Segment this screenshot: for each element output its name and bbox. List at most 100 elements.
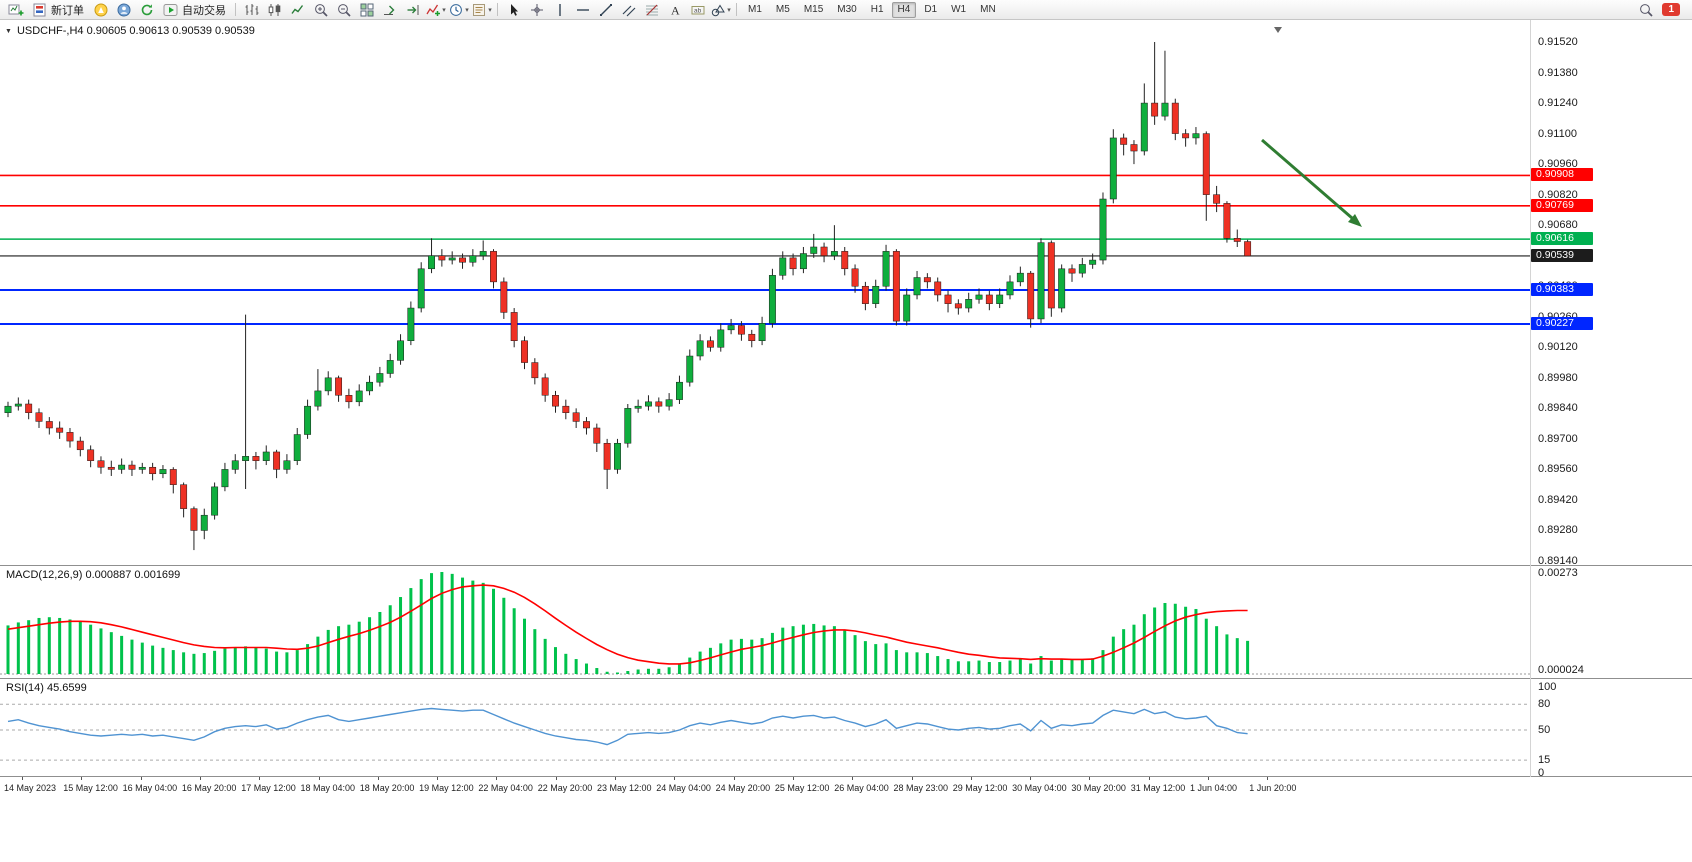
trend-arrow[interactable]: [1261, 138, 1362, 227]
timeframe-h4-button[interactable]: H4: [891, 1, 917, 18]
price-chart-canvas[interactable]: [0, 20, 1530, 565]
macd-histogram-bar: [1246, 640, 1250, 674]
macd-histogram-bar: [874, 644, 878, 674]
macd-histogram-bar: [419, 579, 423, 674]
candle-chart-mode-icon[interactable]: [263, 1, 286, 18]
horizontal-line-icon[interactable]: [571, 1, 594, 18]
macd-histogram-bar: [481, 582, 485, 674]
candle: [861, 281, 869, 311]
macd-histogram-bar: [254, 647, 258, 674]
templates-icon[interactable]: ▾: [470, 1, 493, 18]
candle: [35, 408, 43, 428]
cursor-icon[interactable]: [502, 1, 525, 18]
macd-histogram-bar: [719, 643, 723, 674]
timeframe-m5-button[interactable]: M5: [775, 3, 790, 15]
rsi-axis-tick: 80: [1538, 698, 1551, 711]
trendline-icon[interactable]: [594, 1, 617, 18]
timeframe-m15-button[interactable]: M15: [803, 3, 824, 15]
candle: [934, 277, 942, 302]
periods-icon[interactable]: ▾: [447, 1, 470, 18]
macd-axis-max: 0.00273: [1538, 567, 1578, 579]
profile-icon[interactable]: [112, 1, 135, 18]
main-chart-panel[interactable]: ▼ USDCHF-,H4 0.90605 0.90613 0.90539 0.9…: [0, 20, 1692, 567]
macd-histogram-bar: [1049, 660, 1053, 674]
macd-histogram-bar: [863, 641, 867, 674]
time-label: 22 May 20:00: [537, 783, 593, 793]
macd-histogram-bar: [1204, 618, 1208, 674]
timeframe-w1-button[interactable]: W1: [951, 3, 967, 15]
text-icon[interactable]: A: [663, 1, 686, 18]
fibonacci-icon[interactable]: [640, 1, 663, 18]
candle: [820, 242, 828, 263]
time-label: 18 May 20:00: [359, 783, 415, 793]
candle: [872, 279, 880, 309]
timeframe-d1-button[interactable]: D1: [924, 3, 938, 15]
search-icon[interactable]: [1634, 1, 1657, 18]
candle: [324, 371, 332, 396]
candle: [624, 403, 632, 448]
notifications-badge[interactable]: 1: [1662, 3, 1680, 16]
macd-histogram-bar: [6, 625, 10, 674]
timeframe-h1-button[interactable]: H1: [870, 3, 884, 15]
time-tick: [377, 777, 379, 780]
time-label: 30 May 20:00: [1071, 783, 1126, 793]
bar-chart-mode-icon[interactable]: [240, 1, 263, 18]
time-tick: [259, 777, 261, 780]
rsi-panel[interactable]: RSI(14) 45.6599 100 80 50 15 0: [0, 679, 1692, 779]
arrows-shapes-icon[interactable]: ▾: [709, 1, 732, 18]
macd-histogram-bar: [595, 668, 599, 674]
candle: [1058, 264, 1066, 313]
toolbar-separator: [497, 3, 498, 16]
refresh-icon[interactable]: [135, 1, 158, 18]
macd-histogram-bar: [1153, 607, 1157, 674]
macd-histogram-bar: [357, 621, 361, 674]
macd-panel[interactable]: MACD(12,26,9) 0.000887 0.001699 0.00273 0…: [0, 566, 1692, 678]
tile-windows-icon[interactable]: [355, 1, 378, 18]
candle: [665, 393, 673, 411]
time-tick: [199, 777, 201, 780]
candle: [231, 454, 239, 474]
macd-histogram-bar: [884, 643, 888, 674]
timeframe-m30-button[interactable]: M30: [837, 3, 857, 15]
price-axis[interactable]: 0.91520 0.91380 0.91240 0.91100 0.90960 0.908…: [1530, 20, 1692, 567]
indicators-icon[interactable]: ▾: [424, 1, 447, 18]
auto-scroll-icon[interactable]: [378, 1, 401, 18]
candle: [913, 270, 921, 300]
new-chart-icon[interactable]: [4, 1, 27, 18]
macd-histogram-bar: [1142, 614, 1146, 674]
price-tick: 0.90960: [1538, 158, 1578, 171]
macd-histogram-bar: [905, 652, 909, 674]
panel-separator[interactable]: [0, 565, 1692, 566]
chart-shift-icon[interactable]: [401, 1, 424, 18]
price-badge-0.90908: 0.90908: [1531, 168, 1593, 182]
collapse-icon[interactable]: ▼: [5, 27, 12, 35]
zoom-out-icon[interactable]: [332, 1, 355, 18]
price-shift-marker[interactable]: [1274, 27, 1282, 33]
autotrade-button[interactable]: 自动交易: [158, 1, 231, 18]
candle: [469, 249, 477, 267]
text-label-icon[interactable]: ab: [686, 1, 709, 18]
crosshair-icon[interactable]: [525, 1, 548, 18]
macd-histogram-bar: [760, 638, 764, 674]
macd-histogram-bar: [285, 652, 289, 674]
timeframe-mn-button[interactable]: MN: [980, 3, 996, 15]
time-axis[interactable]: 14 May 2023 15 May 12:00 16 May 04:00 16 Ma…: [0, 777, 1692, 799]
line-chart-mode-icon[interactable]: [286, 1, 309, 18]
time-tick: [970, 777, 972, 780]
candle: [583, 417, 590, 435]
candle: [417, 262, 425, 313]
equidistant-channel-icon[interactable]: [617, 1, 640, 18]
new-order-button[interactable]: 新订单: [27, 1, 89, 18]
macd-histogram-bar: [636, 669, 640, 674]
vertical-line-icon[interactable]: [548, 1, 571, 18]
time-tick: [496, 777, 498, 780]
candle: [1027, 270, 1035, 328]
macd-histogram-bar: [1132, 624, 1136, 674]
timeframe-m1-button[interactable]: M1: [748, 3, 762, 15]
mql5-community-icon[interactable]: [89, 1, 112, 18]
candle: [748, 329, 756, 348]
zoom-in-icon[interactable]: [309, 1, 332, 18]
panel-separator[interactable]: [0, 678, 1692, 679]
candle: [448, 251, 456, 265]
